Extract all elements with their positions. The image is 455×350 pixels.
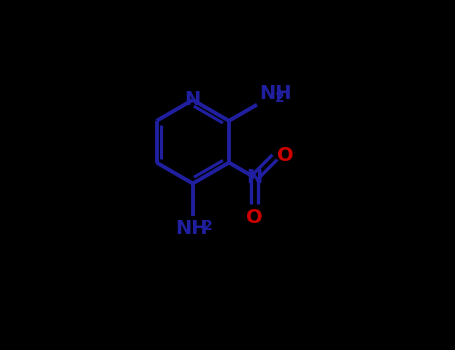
Text: 2: 2: [203, 219, 213, 233]
Text: N: N: [185, 90, 201, 110]
Text: NH: NH: [175, 219, 207, 238]
Text: O: O: [246, 208, 263, 226]
Text: N: N: [247, 168, 263, 187]
Text: NH: NH: [259, 84, 292, 103]
Text: 2: 2: [275, 91, 284, 105]
Text: O: O: [277, 146, 293, 164]
